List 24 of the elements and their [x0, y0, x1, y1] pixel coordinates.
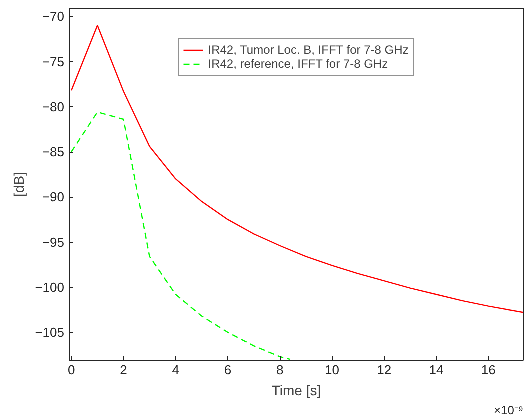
- y-tick-label: −95: [42, 234, 65, 250]
- y-tick-label: −105: [35, 325, 65, 340]
- x-tick-label: 12: [377, 362, 392, 378]
- y-tick-label: −80: [42, 99, 65, 114]
- line-series: [70, 112, 292, 360]
- y-tick-label: −100: [35, 280, 65, 295]
- text: ×10⁻⁹: [494, 404, 524, 417]
- x-tick-label: 10: [324, 362, 340, 378]
- x-tick-label: 6: [224, 362, 232, 378]
- x-tick-label: 16: [481, 362, 496, 378]
- x-axis-title: Time [s]: [272, 382, 322, 398]
- y-tick-label: −70: [42, 9, 65, 24]
- x-tick-label: 4: [172, 362, 180, 378]
- x-tick-label: 8: [276, 362, 284, 378]
- x-tick-label: 14: [429, 362, 444, 378]
- y-tick-label: −85: [42, 144, 65, 160]
- legend-label: IR42, reference, IFFT for 7-8 GHz: [208, 57, 388, 71]
- y-axis-title: [dB]: [11, 172, 28, 197]
- x-tick-label: 2: [120, 362, 128, 378]
- legend-label: IR42, Tumor Loc. B, IFFT for 7-8 GHz: [208, 43, 409, 57]
- x-tick-label: 0: [68, 362, 76, 378]
- y-tick-label: −75: [42, 54, 65, 70]
- line-series: [70, 25, 524, 314]
- y-tick-label: −90: [42, 190, 65, 205]
